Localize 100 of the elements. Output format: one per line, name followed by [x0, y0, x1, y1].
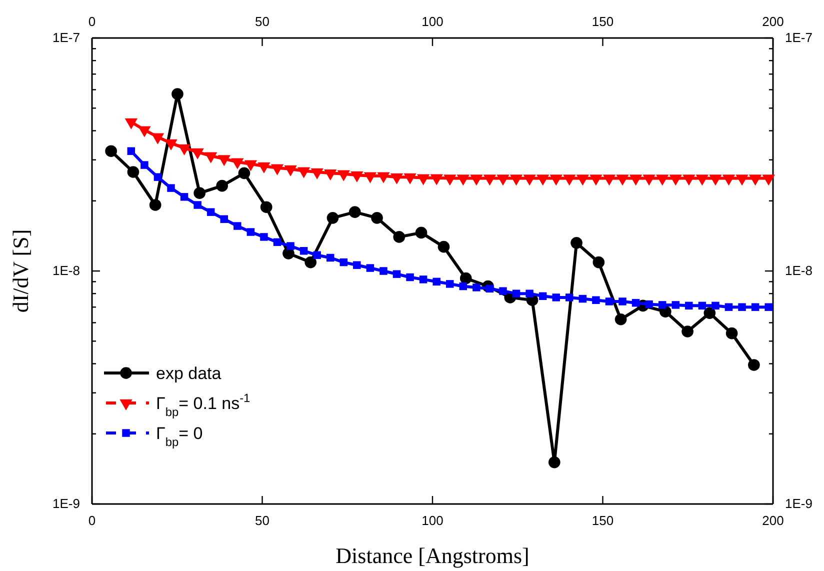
point: [523, 174, 536, 186]
point: [704, 307, 716, 319]
point: [590, 174, 602, 186]
point: [366, 264, 374, 272]
point: [566, 294, 574, 302]
point: [348, 206, 361, 218]
point: [496, 174, 510, 186]
point: [602, 174, 616, 186]
point: [393, 231, 406, 243]
point: [286, 242, 294, 250]
point: [430, 174, 443, 186]
point: [340, 258, 348, 266]
point: [350, 171, 364, 182]
point: [404, 173, 416, 184]
point: [304, 256, 317, 268]
point: [698, 302, 706, 310]
point: [164, 139, 178, 150]
x2-tick-label: 50: [255, 513, 270, 528]
point: [419, 276, 428, 284]
point: [326, 212, 339, 224]
y-tick-label: 1E-8: [52, 263, 80, 278]
text: 1E-7: [785, 30, 812, 46]
x-tick-label: 0: [88, 14, 96, 29]
y-tick-label: 1E-7: [52, 30, 80, 46]
point: [682, 326, 694, 338]
point: [751, 303, 760, 311]
point: [592, 296, 600, 304]
legend-label: Γ$_{bp}$= 0: [156, 424, 203, 449]
point: [390, 173, 404, 184]
point: [180, 193, 188, 201]
point: [231, 158, 244, 170]
point: [194, 187, 206, 199]
point: [563, 174, 576, 186]
x2-tick-label: 150: [592, 513, 614, 528]
legend-label: exp data: [156, 364, 222, 383]
point: [191, 148, 204, 160]
point: [762, 174, 775, 186]
point: [550, 174, 562, 186]
point: [234, 222, 242, 230]
point: [536, 174, 550, 186]
point: [538, 292, 547, 300]
point: [364, 172, 377, 184]
point: [149, 199, 162, 211]
point: [138, 126, 151, 138]
x2-tick-label: 100: [422, 513, 444, 528]
point: [642, 174, 656, 186]
point: [446, 280, 454, 288]
point: [724, 303, 733, 311]
point: [246, 228, 255, 236]
point: [260, 233, 268, 241]
point: [472, 284, 480, 292]
x-tick-label: 200: [762, 14, 784, 29]
point: [297, 167, 310, 178]
point: [353, 261, 361, 269]
point: [570, 237, 582, 249]
x-tick-label: 50: [255, 14, 270, 29]
point: [764, 303, 772, 311]
point: [483, 174, 496, 186]
point: [416, 174, 430, 186]
point: [178, 144, 191, 156]
point: [415, 226, 428, 239]
point: [284, 165, 297, 176]
point: [748, 174, 762, 186]
point: [578, 294, 587, 303]
point: [444, 174, 456, 186]
point: [632, 298, 640, 307]
point: [218, 155, 230, 166]
point: [300, 247, 308, 255]
point: [167, 184, 175, 192]
point: [124, 118, 138, 130]
point: [552, 294, 560, 302]
point: [592, 256, 605, 268]
point: [238, 167, 250, 180]
point: [672, 301, 680, 309]
point: [512, 290, 520, 298]
point: [722, 174, 736, 186]
point: [748, 359, 760, 371]
point: [392, 270, 401, 278]
legend-label: Γ$_{bp}$= 0.1 ns$^{-1}$: [156, 391, 251, 419]
point: [220, 215, 228, 223]
point: [576, 174, 590, 186]
x-tick-label: 100: [422, 14, 444, 29]
x2-tick-label: 200: [762, 513, 784, 528]
point: [324, 169, 337, 180]
point: [204, 152, 218, 164]
point: [432, 278, 440, 286]
point: [459, 282, 468, 290]
point: [470, 174, 483, 186]
point: [658, 301, 666, 309]
point: [270, 164, 284, 176]
y-axis-title: dI/dV [S]: [8, 229, 33, 313]
x2-tick-label: 0: [88, 513, 96, 528]
point: [438, 240, 450, 253]
point: [499, 287, 507, 295]
point: [726, 327, 738, 340]
point: [526, 290, 534, 298]
point: [736, 174, 748, 186]
point: [380, 267, 388, 275]
point: [616, 174, 629, 186]
point: [337, 170, 350, 182]
